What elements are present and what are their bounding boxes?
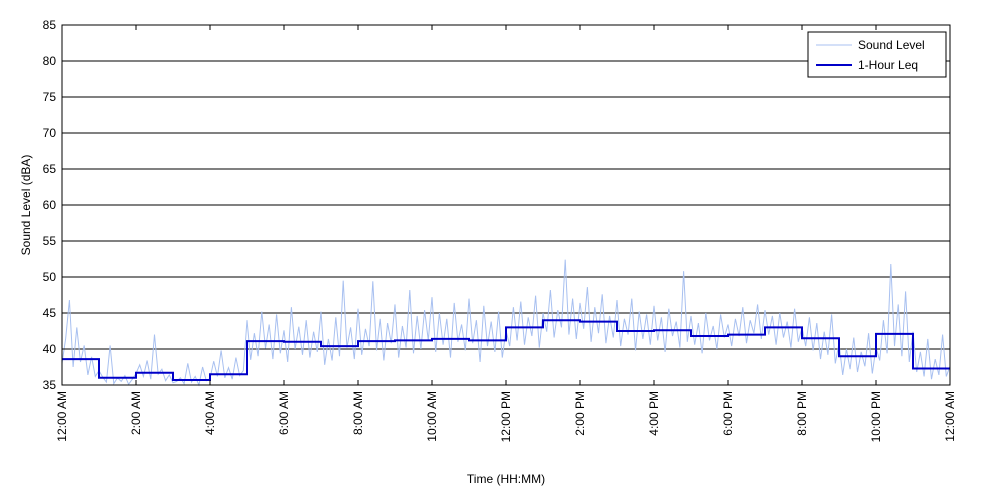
x-tick-label: 10:00 AM xyxy=(425,391,439,442)
x-tick-label: 4:00 AM xyxy=(203,391,217,435)
sound-level-series xyxy=(61,259,951,387)
x-tick-label: 12:00 AM xyxy=(55,391,69,442)
x-axis-title: Time (HH:MM) xyxy=(467,472,545,486)
y-tick-label: 55 xyxy=(43,234,57,248)
x-tick-label: 2:00 AM xyxy=(129,391,143,435)
y-tick-label: 60 xyxy=(43,198,57,212)
y-tick-label: 80 xyxy=(43,54,57,68)
y-tick-label: 65 xyxy=(43,162,57,176)
x-tick-label: 8:00 PM xyxy=(795,391,809,436)
x-tick-label: 8:00 AM xyxy=(351,391,365,435)
y-tick-label: 70 xyxy=(43,126,57,140)
legend-label-sound-level: Sound Level xyxy=(858,38,925,52)
legend-label-leq: 1-Hour Leq xyxy=(858,58,918,72)
sound-level-line xyxy=(61,259,951,387)
y-tick-label: 85 xyxy=(43,18,57,32)
leq-series xyxy=(62,319,950,381)
y-tick-label: 40 xyxy=(43,342,57,356)
y-axis-title: Sound Level (dBA) xyxy=(19,155,33,256)
legend-box xyxy=(807,31,947,78)
y-tick-label: 75 xyxy=(43,90,57,104)
legend: Sound Level 1-Hour Leq xyxy=(807,31,947,78)
y-tick-label: 45 xyxy=(43,306,57,320)
x-tick-label: 6:00 AM xyxy=(277,391,291,435)
leq-step-line xyxy=(62,319,950,381)
x-tick-label: 2:00 PM xyxy=(573,391,587,436)
x-axis-ticks: 12:00 AM 2:00 AM 4:00 AM 6:00 AM 8:00 AM 10:0… xyxy=(55,25,957,442)
x-tick-label: 10:00 PM xyxy=(869,391,883,442)
y-tick-label: 50 xyxy=(43,270,57,284)
y-axis-ticks: 35 40 45 50 55 60 65 70 75 80 85 xyxy=(43,18,950,392)
x-tick-label: 12:00 AM xyxy=(943,391,957,442)
x-tick-label: 12:00 PM xyxy=(499,391,513,442)
x-tick-label: 4:00 PM xyxy=(647,391,661,436)
y-tick-label: 35 xyxy=(43,378,57,392)
grid xyxy=(62,60,950,350)
x-tick-label: 6:00 PM xyxy=(721,391,735,436)
